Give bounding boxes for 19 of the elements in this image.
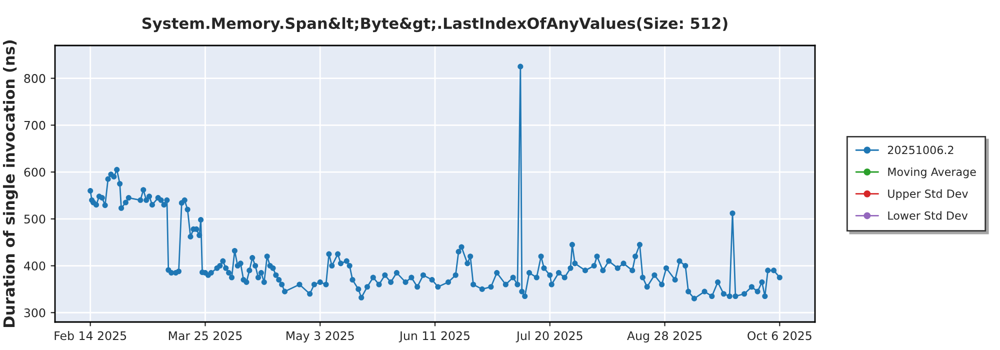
- y-tick-label: 700: [24, 120, 46, 130]
- x-tick-label: Jul 20 2025: [516, 331, 582, 342]
- y-tick-label: 300: [24, 308, 46, 318]
- x-tick-label: Aug 28 2025: [627, 331, 702, 342]
- x-tick-label: Jun 11 2025: [398, 331, 470, 342]
- legend-label: Upper Std Dev: [888, 189, 968, 200]
- x-tick-label: Oct 6 2025: [748, 331, 812, 340]
- chart-title: System.Memory.Span&lt;Byte&gt;.LastIndexOfAnyValues(Size: 512): [142, 17, 728, 32]
- x-tick-label: Mar 25 2025: [168, 331, 242, 340]
- x-tick-label: May 3 2025: [286, 331, 354, 342]
- y-tick-label: 600: [24, 168, 46, 177]
- legend-label: Moving Average: [888, 167, 976, 178]
- legend-label: 20251006.2: [888, 146, 954, 154]
- legend-label: Lower Std Dev: [888, 211, 968, 220]
- x-tick-label: Feb 14 2025: [54, 331, 126, 340]
- y-tick-label: 400: [24, 261, 46, 270]
- y-tick-label: 500: [24, 214, 46, 224]
- y-axis-title: Duration of single invocation (ns): [2, 40, 18, 327]
- y-tick-label: 800: [24, 74, 46, 83]
